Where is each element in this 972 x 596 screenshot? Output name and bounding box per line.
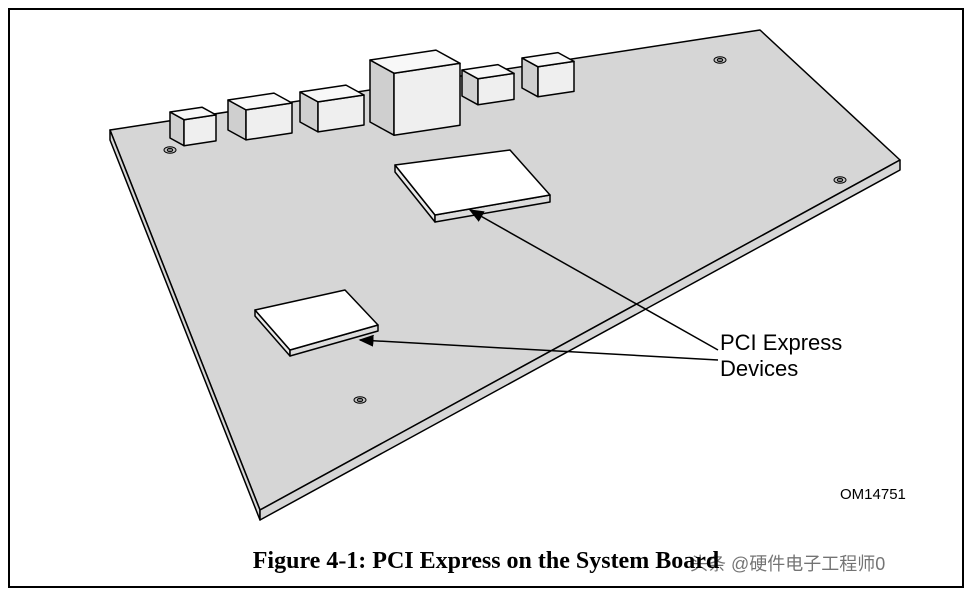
conn-4-tall-front bbox=[394, 63, 460, 135]
watermark: 头条 @硬件电子工程师0 bbox=[690, 550, 885, 576]
callout-label: PCI Express Devices bbox=[720, 330, 842, 382]
callout-line1: PCI Express bbox=[720, 330, 842, 356]
callout-line2: Devices bbox=[720, 356, 842, 382]
reference-id: OM14751 bbox=[840, 486, 906, 503]
diagram-svg bbox=[0, 0, 972, 596]
